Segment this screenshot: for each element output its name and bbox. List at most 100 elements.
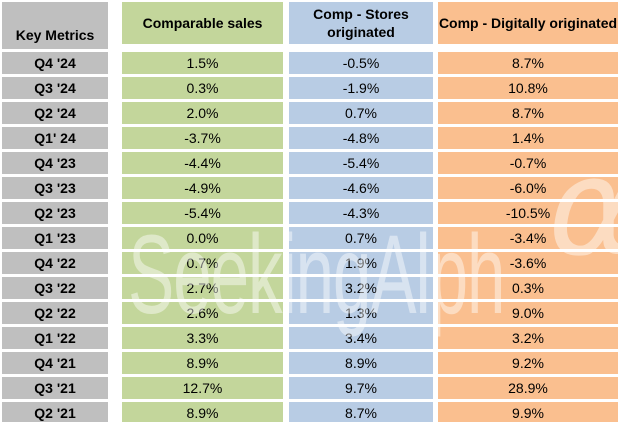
header-comparable-sales: Comparable sales [122, 2, 283, 44]
column-gap [433, 302, 438, 324]
comparable-sales-cell: -4.4% [122, 152, 283, 174]
quarter-label-cell: Q3 '22 [2, 277, 108, 299]
comp-stores-cell: -4.3% [289, 202, 433, 224]
comp-digital-value: -0.7% [509, 155, 547, 171]
column-gap [433, 177, 438, 199]
column-gap [433, 2, 438, 49]
table-row: Q3 '21 12.7% 9.7% 28.9% [2, 377, 620, 399]
quarter-label-cell: Q3 '23 [2, 177, 108, 199]
comparable-sales-cell: 8.9% [122, 402, 283, 422]
comp-digital-value: 9.9% [512, 405, 544, 421]
comparable-sales-value: 12.7% [182, 380, 223, 396]
comparable-sales-cell: -5.4% [122, 202, 283, 224]
table-row: Q2 '24 2.0% 0.7% 8.7% [2, 102, 620, 124]
table-row: Q4 '21 8.9% 8.9% 9.2% [2, 352, 620, 374]
comp-digital-cell: 1.4% [438, 127, 618, 149]
table-row: Q1 '23 0.0% 0.7% -3.4% [2, 227, 620, 249]
column-gap [433, 277, 438, 299]
column-gap [433, 327, 438, 349]
comparable-sales-value: 2.0% [186, 105, 219, 121]
column-gap [108, 327, 122, 349]
comp-digital-cell: -6.0% [438, 177, 618, 199]
quarter-label: Q4 '24 [34, 55, 76, 71]
comp-digital-value: 0.3% [512, 280, 544, 296]
comp-digital-cell: 10.8% [438, 77, 618, 99]
comp-digital-value: 1.4% [512, 130, 544, 146]
column-gap [283, 52, 289, 74]
comp-digital-value: 10.8% [508, 80, 548, 96]
comp-stores-cell: 0.7% [289, 227, 433, 249]
table-row: Q2 '22 2.6% 1.3% 9.0% [2, 302, 620, 324]
header-comp-stores-label: Comp - Stores originated [313, 5, 409, 40]
table-row: Q3 '23 -4.9% -4.6% -6.0% [2, 177, 620, 199]
table-row: Q4 '22 0.7% 1.9% -3.6% [2, 252, 620, 274]
comparable-sales-value: 0.3% [186, 80, 219, 96]
comp-stores-cell: -1.9% [289, 77, 433, 99]
table-row: Q4 '23 -4.4% -5.4% -0.7% [2, 152, 620, 174]
header-comp-digital: Comp - Digitally originated [438, 2, 618, 44]
table-row: Q1' 24 -3.7% -4.8% 1.4% [2, 127, 620, 149]
quarter-label: Q2 '22 [34, 305, 76, 321]
column-gap [433, 227, 438, 249]
comp-stores-cell: -4.8% [289, 127, 433, 149]
column-gap [108, 377, 122, 399]
comparable-sales-value: 3.3% [186, 330, 219, 346]
column-gap [108, 227, 122, 249]
comparable-sales-value: 1.5% [186, 55, 219, 71]
column-gap [433, 152, 438, 174]
quarter-label-cell: Q2 '22 [2, 302, 108, 324]
comparable-sales-value: -3.7% [184, 130, 221, 146]
quarter-label-cell: Q1 '22 [2, 327, 108, 349]
comparable-sales-value: 2.6% [186, 305, 219, 321]
quarter-label: Q3 '24 [34, 80, 76, 96]
comp-digital-cell: 8.7% [438, 102, 618, 124]
header-comp-stores: Comp - Stores originated [289, 2, 433, 44]
comparable-sales-cell: 0.3% [122, 77, 283, 99]
quarter-label: Q4 '21 [34, 355, 76, 371]
comp-digital-value: 9.2% [512, 355, 544, 371]
comp-stores-cell: 8.9% [289, 352, 433, 374]
column-gap [283, 2, 289, 49]
column-gap [433, 377, 438, 399]
comp-digital-value: -3.6% [509, 255, 547, 271]
table-row: Q4 '24 1.5% -0.5% 8.7% [2, 52, 620, 74]
comp-stores-value: 3.4% [345, 330, 377, 346]
comparable-sales-cell: 1.5% [122, 52, 283, 74]
comp-stores-value: 3.2% [345, 280, 377, 296]
comp-digital-value: 9.0% [512, 305, 544, 321]
comparable-sales-cell: 3.3% [122, 327, 283, 349]
comparable-sales-cell: 2.0% [122, 102, 283, 124]
quarter-label: Q3 '23 [34, 180, 76, 196]
quarter-label-cell: Q4 '23 [2, 152, 108, 174]
quarter-label: Q3 '21 [34, 380, 76, 396]
comp-digital-value: 28.9% [508, 380, 548, 396]
column-gap [283, 252, 289, 274]
quarter-label: Q1' 24 [34, 130, 76, 146]
comparable-sales-cell: 0.0% [122, 227, 283, 249]
column-gap [283, 227, 289, 249]
comp-digital-cell: 28.9% [438, 377, 618, 399]
comp-stores-cell: 8.7% [289, 402, 433, 422]
quarter-label-cell: Q3 '24 [2, 77, 108, 99]
column-gap [433, 202, 438, 224]
quarter-label: Q1 '23 [34, 230, 76, 246]
table-row: Q2 '23 -5.4% -4.3% -10.5% [2, 202, 620, 224]
quarter-label-cell: Q1' 24 [2, 127, 108, 149]
table-body: Q4 '24 1.5% -0.5% 8.7% Q3 '24 0.3% [2, 52, 620, 422]
comparable-sales-value: 8.9% [186, 405, 219, 421]
comp-stores-cell: 1.9% [289, 252, 433, 274]
column-gap [108, 152, 122, 174]
comp-digital-cell: 9.0% [438, 302, 618, 324]
header-key-metrics-label: Key Metrics [15, 26, 95, 43]
comp-digital-value: 8.7% [512, 105, 544, 121]
quarter-label-cell: Q3 '21 [2, 377, 108, 399]
comparable-sales-value: -4.4% [184, 155, 221, 171]
table-header-row: Key Metrics Comparable sales Comp - Stor… [2, 2, 620, 49]
quarter-label: Q4 '22 [34, 255, 76, 271]
comp-digital-value: 3.2% [512, 330, 544, 346]
column-gap [433, 402, 438, 422]
comp-stores-value: 0.7% [345, 105, 377, 121]
comp-digital-cell: 3.2% [438, 327, 618, 349]
comp-stores-value: 0.7% [345, 230, 377, 246]
